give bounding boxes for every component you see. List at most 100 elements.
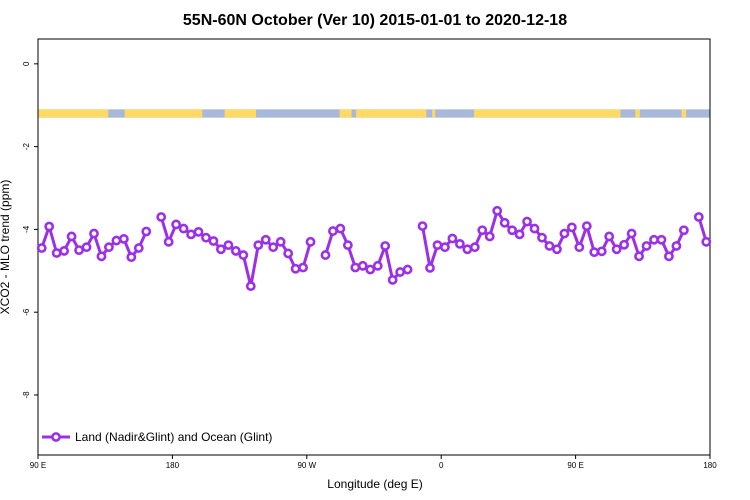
land-band [356, 109, 427, 118]
data-point [447, 233, 458, 244]
data-point [36, 243, 47, 253]
data-point [596, 246, 607, 257]
data-point [320, 250, 331, 260]
data-point [208, 236, 219, 246]
land-band [635, 109, 640, 118]
data-point [193, 226, 204, 237]
series-layer [36, 205, 712, 292]
data-point [201, 232, 211, 243]
data-point [581, 221, 592, 231]
x-tick-label: 90 E [30, 461, 46, 470]
data-point [566, 222, 577, 233]
data-point [350, 262, 361, 273]
land-band [339, 109, 352, 118]
data-point [641, 241, 652, 251]
data-point [626, 228, 637, 239]
data-point [634, 251, 644, 262]
data-point [671, 241, 682, 251]
data-point [678, 225, 689, 236]
land-band [224, 109, 257, 118]
data-point [216, 244, 226, 255]
data-point [492, 205, 503, 216]
data-point [574, 242, 585, 253]
series-line [421, 209, 686, 270]
data-point [589, 247, 600, 258]
data-point [604, 231, 615, 242]
data-point [245, 281, 256, 292]
legend-marker [51, 432, 61, 442]
data-point [186, 229, 196, 240]
data-point [611, 244, 622, 255]
x-tick-label: 90 E [567, 461, 583, 470]
data-point [111, 235, 122, 246]
data-point [133, 243, 144, 253]
data-point [81, 242, 92, 253]
data-point [477, 225, 488, 236]
y-tick-label: -2 [22, 143, 31, 151]
data-point [544, 241, 555, 251]
land-band [432, 109, 436, 118]
data-point [357, 260, 368, 271]
data-point [365, 264, 376, 275]
land-band [681, 109, 687, 118]
x-tick-label: 180 [166, 461, 180, 470]
data-point [559, 228, 570, 239]
y-tick-label: 0 [22, 61, 31, 66]
data-point [238, 250, 249, 260]
data-point [507, 225, 518, 236]
data-point [223, 240, 234, 251]
legend-label: Land (Nadir&Glint) and Ocean (Glint) [75, 430, 272, 444]
data-point [178, 223, 189, 234]
y-axis-label: XCO2 - MLO trend (ppm) [0, 180, 12, 315]
data-point [664, 251, 674, 262]
data-point [275, 236, 286, 247]
data-point [454, 238, 465, 249]
y-tick-label: -8 [22, 391, 31, 399]
data-point [104, 242, 114, 253]
data-point [171, 219, 182, 230]
data-point [141, 226, 152, 237]
data-point [372, 260, 383, 271]
x-tick-label: 0 [439, 461, 444, 470]
data-point [701, 236, 712, 247]
axes: 90 E 180 90 W 0 90 E 180 0 -2 -4 -6 -8 [22, 38, 717, 470]
data-point [230, 246, 241, 256]
data-point [51, 248, 62, 258]
data-point [514, 229, 525, 240]
x-tick-label: 90 W [297, 461, 316, 470]
land-band [124, 109, 203, 118]
data-point [469, 242, 480, 253]
x-tick-label: 180 [703, 461, 717, 470]
data-point [156, 212, 167, 222]
land-band [474, 109, 621, 118]
y-tick-label: -6 [22, 308, 31, 316]
data-point [380, 241, 391, 251]
legend: Land (Nadir&Glint) and Ocean (Glint) [42, 430, 272, 444]
data-point [260, 234, 271, 245]
data-point [537, 232, 547, 243]
data-point [619, 239, 630, 250]
data-point [440, 242, 450, 253]
data-point [290, 263, 301, 274]
data-point [342, 240, 353, 251]
data-point [335, 223, 346, 234]
data-point [74, 245, 84, 256]
data-point [387, 275, 398, 285]
data-point [268, 242, 279, 253]
data-point [59, 246, 70, 256]
data-point [298, 262, 308, 273]
data-point [305, 236, 316, 247]
data-point [552, 244, 562, 255]
data-point [395, 267, 406, 277]
data-point [529, 223, 540, 234]
data-point [522, 216, 532, 227]
data-point [328, 226, 338, 236]
data-point [163, 236, 174, 247]
data-point [89, 228, 99, 239]
data-point [425, 263, 435, 273]
data-point [253, 240, 264, 251]
data-point [66, 231, 77, 242]
data-point [693, 212, 704, 222]
data-point [649, 234, 659, 245]
